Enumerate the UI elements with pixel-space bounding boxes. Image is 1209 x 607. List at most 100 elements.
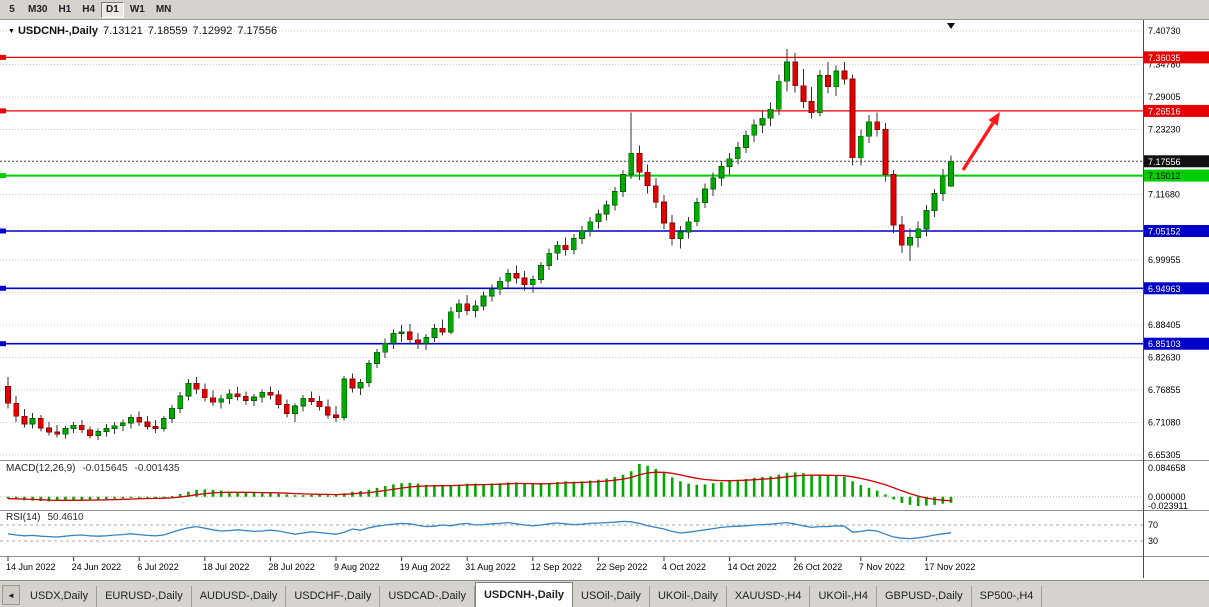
- candle: [464, 294, 471, 316]
- arrow-object[interactable]: [961, 122, 995, 171]
- candle: [570, 234, 577, 255]
- price-tag-label: 7.36035: [1148, 53, 1181, 63]
- macd-value-signal: -0.001435: [134, 463, 180, 474]
- period-button-mn[interactable]: MN: [150, 1, 177, 18]
- date-label: 12 Sep 2022: [531, 562, 582, 572]
- tab-scroll-left-button[interactable]: ◄: [2, 585, 20, 605]
- macd-bar: [711, 483, 715, 497]
- candle-body: [54, 431, 61, 435]
- candle-body: [185, 383, 192, 397]
- tab-sp500-h4[interactable]: SP500-,H4: [972, 586, 1043, 607]
- price-tag-label: 7.15012: [1148, 171, 1181, 181]
- candle: [374, 348, 380, 368]
- tab-xauusd-h4[interactable]: XAUUSD-,H4: [727, 586, 811, 607]
- tab-audusd-daily[interactable]: AUDUSD-,Daily: [192, 586, 287, 607]
- candle-body: [497, 280, 503, 290]
- rsi-name: RSI(14): [6, 512, 41, 523]
- macd-bar: [14, 496, 18, 500]
- tab-usoil-daily[interactable]: USOil-,Daily: [573, 586, 650, 607]
- price-tag-label: 6.94963: [1148, 284, 1181, 294]
- price-tick-label: 6.76855: [1148, 385, 1181, 395]
- candle-body: [316, 401, 323, 408]
- candle: [472, 300, 479, 318]
- macd-bar: [515, 482, 518, 497]
- candle: [669, 214, 676, 246]
- period-button-h4[interactable]: H4: [77, 1, 101, 18]
- timeframe-toolbar: 5 M30 H1 H4 D1 W1 MN: [0, 0, 1209, 20]
- candle-body: [128, 416, 134, 424]
- candle: [300, 394, 307, 412]
- candle-body: [661, 201, 667, 224]
- line-anchor: [0, 108, 6, 114]
- macd-bar: [293, 495, 297, 497]
- candle-body: [833, 70, 840, 88]
- candle-body: [546, 252, 553, 266]
- price-tick-label: 6.71080: [1148, 418, 1181, 428]
- candle: [693, 198, 700, 227]
- tab-ukoil-daily[interactable]: UKOil-,Daily: [650, 586, 727, 607]
- chart-title: ▼ USDCNH-,Daily 7.13121 7.18559 7.12992 7.175…: [8, 25, 277, 37]
- macd-bar: [359, 490, 362, 497]
- macd-label: MACD(12,26,9) -0.015645 -0.001435: [6, 463, 180, 474]
- candle: [398, 325, 405, 343]
- candle: [54, 425, 61, 438]
- candle-body: [587, 221, 594, 232]
- period-button-h1[interactable]: H1: [53, 1, 77, 18]
- candle-body: [382, 342, 389, 353]
- candle-body: [939, 176, 946, 195]
- macd-bar: [96, 496, 100, 500]
- candle: [406, 324, 413, 345]
- price-tag-bg: [1144, 51, 1209, 64]
- price-tag-label: 7.17556: [1148, 157, 1181, 167]
- macd-bar: [613, 477, 617, 497]
- macd-bar: [400, 483, 403, 497]
- tab-usdcad-daily[interactable]: USDCAD-,Daily: [380, 586, 475, 607]
- macd-bar: [843, 476, 846, 497]
- tab-usdx-daily[interactable]: USDX,Daily: [22, 586, 98, 607]
- date-label: 22 Sep 2022: [596, 562, 647, 572]
- macd-bar: [6, 496, 10, 499]
- macd-bar: [129, 496, 133, 498]
- line-anchor: [0, 228, 6, 234]
- candle-body: [234, 393, 241, 397]
- macd-bar: [761, 477, 764, 497]
- candle: [816, 69, 823, 117]
- candle-body: [251, 396, 257, 401]
- date-label: 28 Jul 2022: [268, 562, 315, 572]
- candle: [595, 209, 602, 229]
- tab-ukoil-h4[interactable]: UKOil-,H4: [810, 586, 877, 607]
- period-button-5[interactable]: 5: [2, 1, 22, 18]
- period-button-d1[interactable]: D1: [101, 1, 124, 18]
- macd-bar: [769, 476, 772, 497]
- candle: [890, 170, 897, 233]
- candle: [136, 411, 143, 426]
- candle-body: [718, 166, 725, 179]
- candle: [103, 424, 110, 437]
- candle-body: [78, 424, 85, 431]
- period-button-m30[interactable]: M30: [23, 1, 53, 18]
- candle-body: [70, 424, 77, 430]
- tab-eurusd-daily[interactable]: EURUSD-,Daily: [97, 586, 192, 607]
- macd-bar: [318, 494, 321, 497]
- period-button-w1[interactable]: W1: [124, 1, 150, 18]
- tab-gbpusd-daily[interactable]: GBPUSD-,Daily: [877, 586, 972, 607]
- candle-body: [95, 431, 102, 436]
- candle-body: [603, 204, 610, 215]
- candle-body: [464, 303, 471, 311]
- price-tick-label: 7.11680: [1148, 189, 1180, 199]
- candle-body: [447, 311, 454, 333]
- candle-body: [677, 231, 684, 240]
- line-anchor: [0, 54, 6, 60]
- macd-bar: [219, 490, 223, 497]
- candle: [874, 112, 881, 137]
- tab-usdchf-daily[interactable]: USDCHF-,Daily: [286, 586, 381, 607]
- candle-body: [767, 108, 774, 119]
- candle-body: [119, 422, 126, 427]
- macd-value-main: -0.015645: [82, 463, 128, 474]
- candle: [333, 406, 339, 422]
- ohlc-close: 7.17556: [237, 25, 278, 37]
- candle: [365, 360, 372, 388]
- tab-usdcnh-daily[interactable]: USDCNH-,Daily: [474, 582, 574, 607]
- macd-bar: [785, 472, 789, 497]
